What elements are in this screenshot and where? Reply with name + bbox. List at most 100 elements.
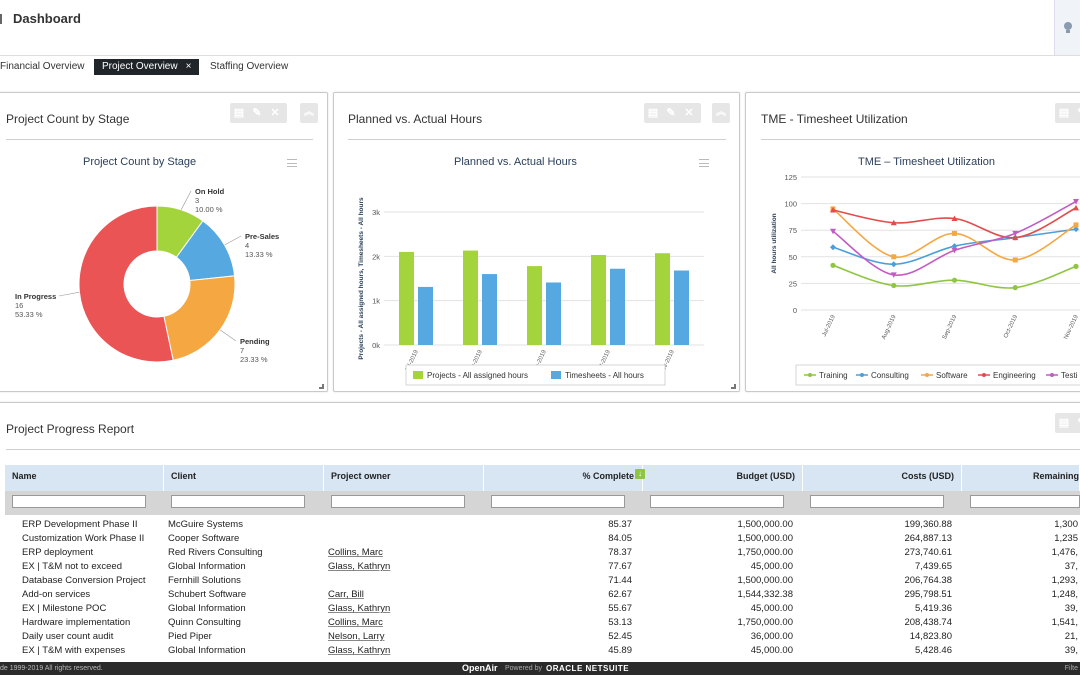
cell-percent-complete: 71.44 xyxy=(608,575,632,586)
cell-project-owner[interactable]: Nelson, Larry xyxy=(328,631,385,642)
divider xyxy=(6,449,1080,450)
cell-name: ERP deployment xyxy=(22,547,94,558)
close-icon[interactable]: × xyxy=(185,61,192,72)
filter-owner-input[interactable] xyxy=(331,495,465,508)
column-header-remaining[interactable]: Remaining xyxy=(962,465,1080,491)
cell-costs: 273,740.61 xyxy=(904,547,952,558)
sort-desc-icon[interactable]: ↓ xyxy=(635,469,645,479)
table-row[interactable]: Customization Work Phase II Cooper Softwa… xyxy=(5,532,1080,546)
y-tick-label: 25 xyxy=(789,279,797,288)
openair-logo: OpenAir xyxy=(462,663,498,673)
pie-slice xyxy=(78,205,174,363)
collapse-button[interactable]: ︽ xyxy=(712,103,730,123)
cell-costs: 14,823.80 xyxy=(909,631,952,642)
filter-name-input[interactable] xyxy=(12,495,146,508)
table-row[interactable]: ERP Development Phase II McGuire Systems 8… xyxy=(5,518,1080,532)
series-line xyxy=(832,200,1077,276)
cell-percent-complete: 78.37 xyxy=(608,547,632,558)
cell-name: EX | T&M not to exceed xyxy=(22,561,122,572)
cell-remaining: 1,293, xyxy=(1051,575,1078,586)
table-row[interactable]: EX | T&M not to exceed Global Information… xyxy=(5,560,1080,574)
portlet-title: Project Progress Report xyxy=(6,422,135,436)
data-point xyxy=(830,228,836,235)
cell-client: Red Rivers Consulting xyxy=(168,547,263,558)
cell-client: Schubert Software xyxy=(168,589,247,600)
data-point xyxy=(890,272,897,278)
x-tick-label: Oct-2019 xyxy=(1003,314,1019,340)
table-row[interactable]: Add-on services Schubert Software Carr, Bi… xyxy=(5,588,1080,602)
cell-budget: 45,000.00 xyxy=(750,561,793,572)
cell-project-owner[interactable]: Carr, Bill xyxy=(328,589,364,600)
pie-slice-percent: 13.33 % xyxy=(245,250,273,259)
cell-project-owner[interactable]: Collins, Marc xyxy=(328,547,383,558)
menu-icon[interactable] xyxy=(0,14,4,24)
chart-menu-icon[interactable] xyxy=(287,159,297,167)
tab-financial-overview[interactable]: Financial Overview xyxy=(0,61,85,72)
help-button[interactable] xyxy=(1054,0,1080,55)
pie-slice-value: 16 xyxy=(15,301,23,310)
cell-project-owner[interactable]: Glass, Kathryn xyxy=(328,603,391,614)
column-header-name[interactable]: Name xyxy=(5,465,164,491)
cell-project-owner[interactable]: Glass, Kathryn xyxy=(328,645,391,656)
resize-handle[interactable] xyxy=(319,384,324,389)
legend-box xyxy=(795,364,1080,386)
cell-percent-complete: 53.13 xyxy=(608,617,632,628)
data-point xyxy=(1012,234,1019,241)
export-icon[interactable]: ▤ xyxy=(647,107,659,119)
data-point xyxy=(891,254,897,260)
tab-staffing-overview[interactable]: Staffing Overview xyxy=(210,61,289,72)
edit-icon[interactable]: ✎ xyxy=(252,107,262,119)
cell-client: Pied Piper xyxy=(168,631,212,642)
y-tick-label: 0k xyxy=(372,341,380,350)
close-icon[interactable]: ✕ xyxy=(684,107,694,119)
tab-project-overview[interactable]: Project Overview × xyxy=(94,59,200,75)
chart-menu-icon[interactable] xyxy=(699,159,709,167)
filter-remaining-input[interactable] xyxy=(970,495,1080,508)
filter-costs-input[interactable] xyxy=(810,495,944,508)
cell-name: Hardware implementation xyxy=(22,617,131,628)
x-tick-label: Nov-2019 xyxy=(1063,314,1080,341)
legend-label: Timesheets - All hours xyxy=(565,371,644,380)
cell-percent-complete: 84.05 xyxy=(608,533,632,544)
data-point xyxy=(1073,222,1079,228)
collapse-button[interactable]: ︽ xyxy=(300,103,318,123)
portlet-project-progress-report: Project Progress Report ▤ ✎ xyxy=(0,402,1080,664)
column-header-percent-complete[interactable]: % Complete xyxy=(484,465,643,491)
pie-slice-label: Pre-Sales xyxy=(245,232,279,241)
column-header-costs[interactable]: Costs (USD) xyxy=(803,465,962,491)
table-row[interactable]: EX | Milestone POC Global Information Glas… xyxy=(5,602,1080,616)
table-row[interactable]: Daily user count audit Pied Piper Nelson, … xyxy=(5,630,1080,644)
close-icon[interactable]: ✕ xyxy=(270,107,280,119)
portlet-tme-timesheet-utilization: TME - Timesheet Utilization ▤ ✎ ✕ TME – … xyxy=(745,92,1080,392)
cell-project-owner[interactable]: Glass, Kathryn xyxy=(328,561,391,572)
cell-project-owner[interactable]: Collins, Marc xyxy=(328,617,383,628)
edit-icon[interactable]: ✎ xyxy=(666,107,676,119)
legend-swatch xyxy=(551,371,561,379)
line-chart: 0 25 50 75 100 125 All hours utilization Jul-20… xyxy=(771,173,1080,386)
table-row[interactable]: EX | T&M with expenses Global Information… xyxy=(5,644,1080,658)
export-icon[interactable]: ▤ xyxy=(1058,417,1070,429)
column-header-budget[interactable]: Budget (USD) xyxy=(643,465,803,491)
filter-client-input[interactable] xyxy=(171,495,305,508)
cell-costs: 5,428.46 xyxy=(915,645,952,656)
data-point xyxy=(951,243,958,250)
column-header-client[interactable]: Client xyxy=(164,465,324,491)
lightbulb-icon xyxy=(1064,22,1072,33)
column-header-project-owner[interactable]: Project owner xyxy=(324,465,484,491)
cell-name: ERP Development Phase II xyxy=(22,519,138,530)
export-icon[interactable]: ▤ xyxy=(233,107,245,119)
edit-icon[interactable]: ✎ xyxy=(1073,103,1080,123)
table-row[interactable]: Hardware implementation Quinn Consulting C… xyxy=(5,616,1080,630)
footer: de 1999-2019 All rights reserved. OpenAi… xyxy=(0,662,1080,675)
filter-link[interactable]: Filte xyxy=(1064,665,1078,672)
export-icon[interactable]: ▤ xyxy=(1058,107,1070,119)
filter-complete-input[interactable] xyxy=(491,495,625,508)
filter-budget-input[interactable] xyxy=(650,495,784,508)
pie-slice-value: 7 xyxy=(240,346,244,355)
table-row[interactable]: Database Conversion Project Fernhill Solu… xyxy=(5,574,1080,588)
resize-handle[interactable] xyxy=(731,384,736,389)
table-row[interactable]: ERP deployment Red Rivers Consulting Colli… xyxy=(5,546,1080,560)
portlet-title: Project Count by Stage xyxy=(6,112,130,126)
edit-icon[interactable]: ✎ xyxy=(1073,413,1080,433)
pie-slice-percent: 53.33 % xyxy=(15,310,43,319)
